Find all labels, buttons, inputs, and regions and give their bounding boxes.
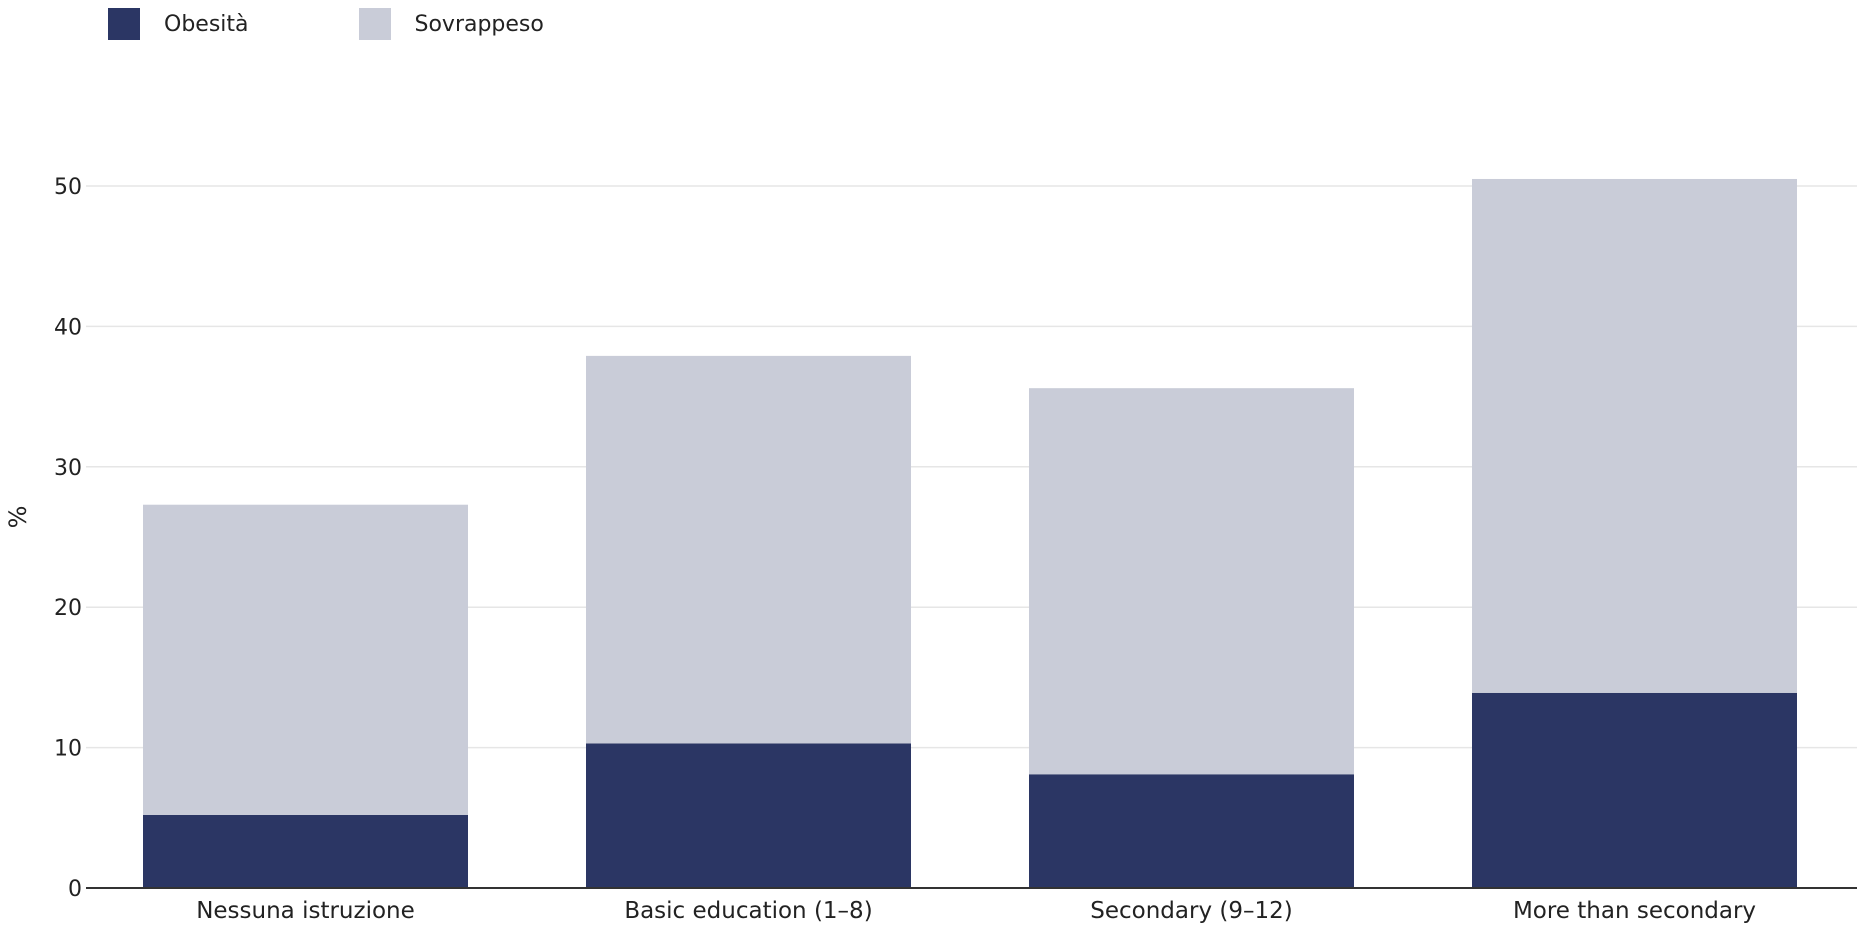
y-tick-label: 0	[68, 877, 82, 902]
y-tick-label: 20	[54, 596, 82, 621]
x-tick-label: Basic education (1–8)	[624, 898, 872, 924]
y-tick-label: 40	[54, 315, 82, 340]
y-axis-title: %	[4, 506, 32, 529]
y-tick-label: 50	[54, 175, 82, 200]
y-tick-label: 30	[54, 456, 82, 481]
y-tick-label: 10	[54, 737, 82, 762]
bar-obesit--0	[143, 814, 468, 888]
legend: Obesità Sovrappeso	[108, 8, 654, 40]
x-tick-label: Secondary (9–12)	[1090, 898, 1292, 924]
x-tick-label: More than secondary	[1513, 898, 1756, 924]
legend-label-obesita: Obesità	[164, 11, 249, 37]
legend-item-sovrappeso[interactable]: Sovrappeso	[358, 8, 544, 40]
bar-sovrappeso-2	[1029, 388, 1354, 775]
legend-swatch-sovrappeso	[358, 8, 391, 40]
bar-sovrappeso-1	[586, 355, 911, 744]
bar-obesit--2	[1029, 774, 1354, 888]
bar-obesit--3	[1472, 692, 1797, 888]
bar-sovrappeso-3	[1472, 178, 1797, 693]
legend-swatch-obesita	[108, 8, 140, 40]
legend-item-obesita[interactable]: Obesità	[108, 8, 249, 40]
legend-label-sovrappeso: Sovrappeso	[414, 11, 544, 37]
bar-sovrappeso-0	[143, 504, 468, 815]
x-tick-label: Nessuna istruzione	[196, 898, 415, 924]
bar-obesit--1	[586, 743, 911, 888]
